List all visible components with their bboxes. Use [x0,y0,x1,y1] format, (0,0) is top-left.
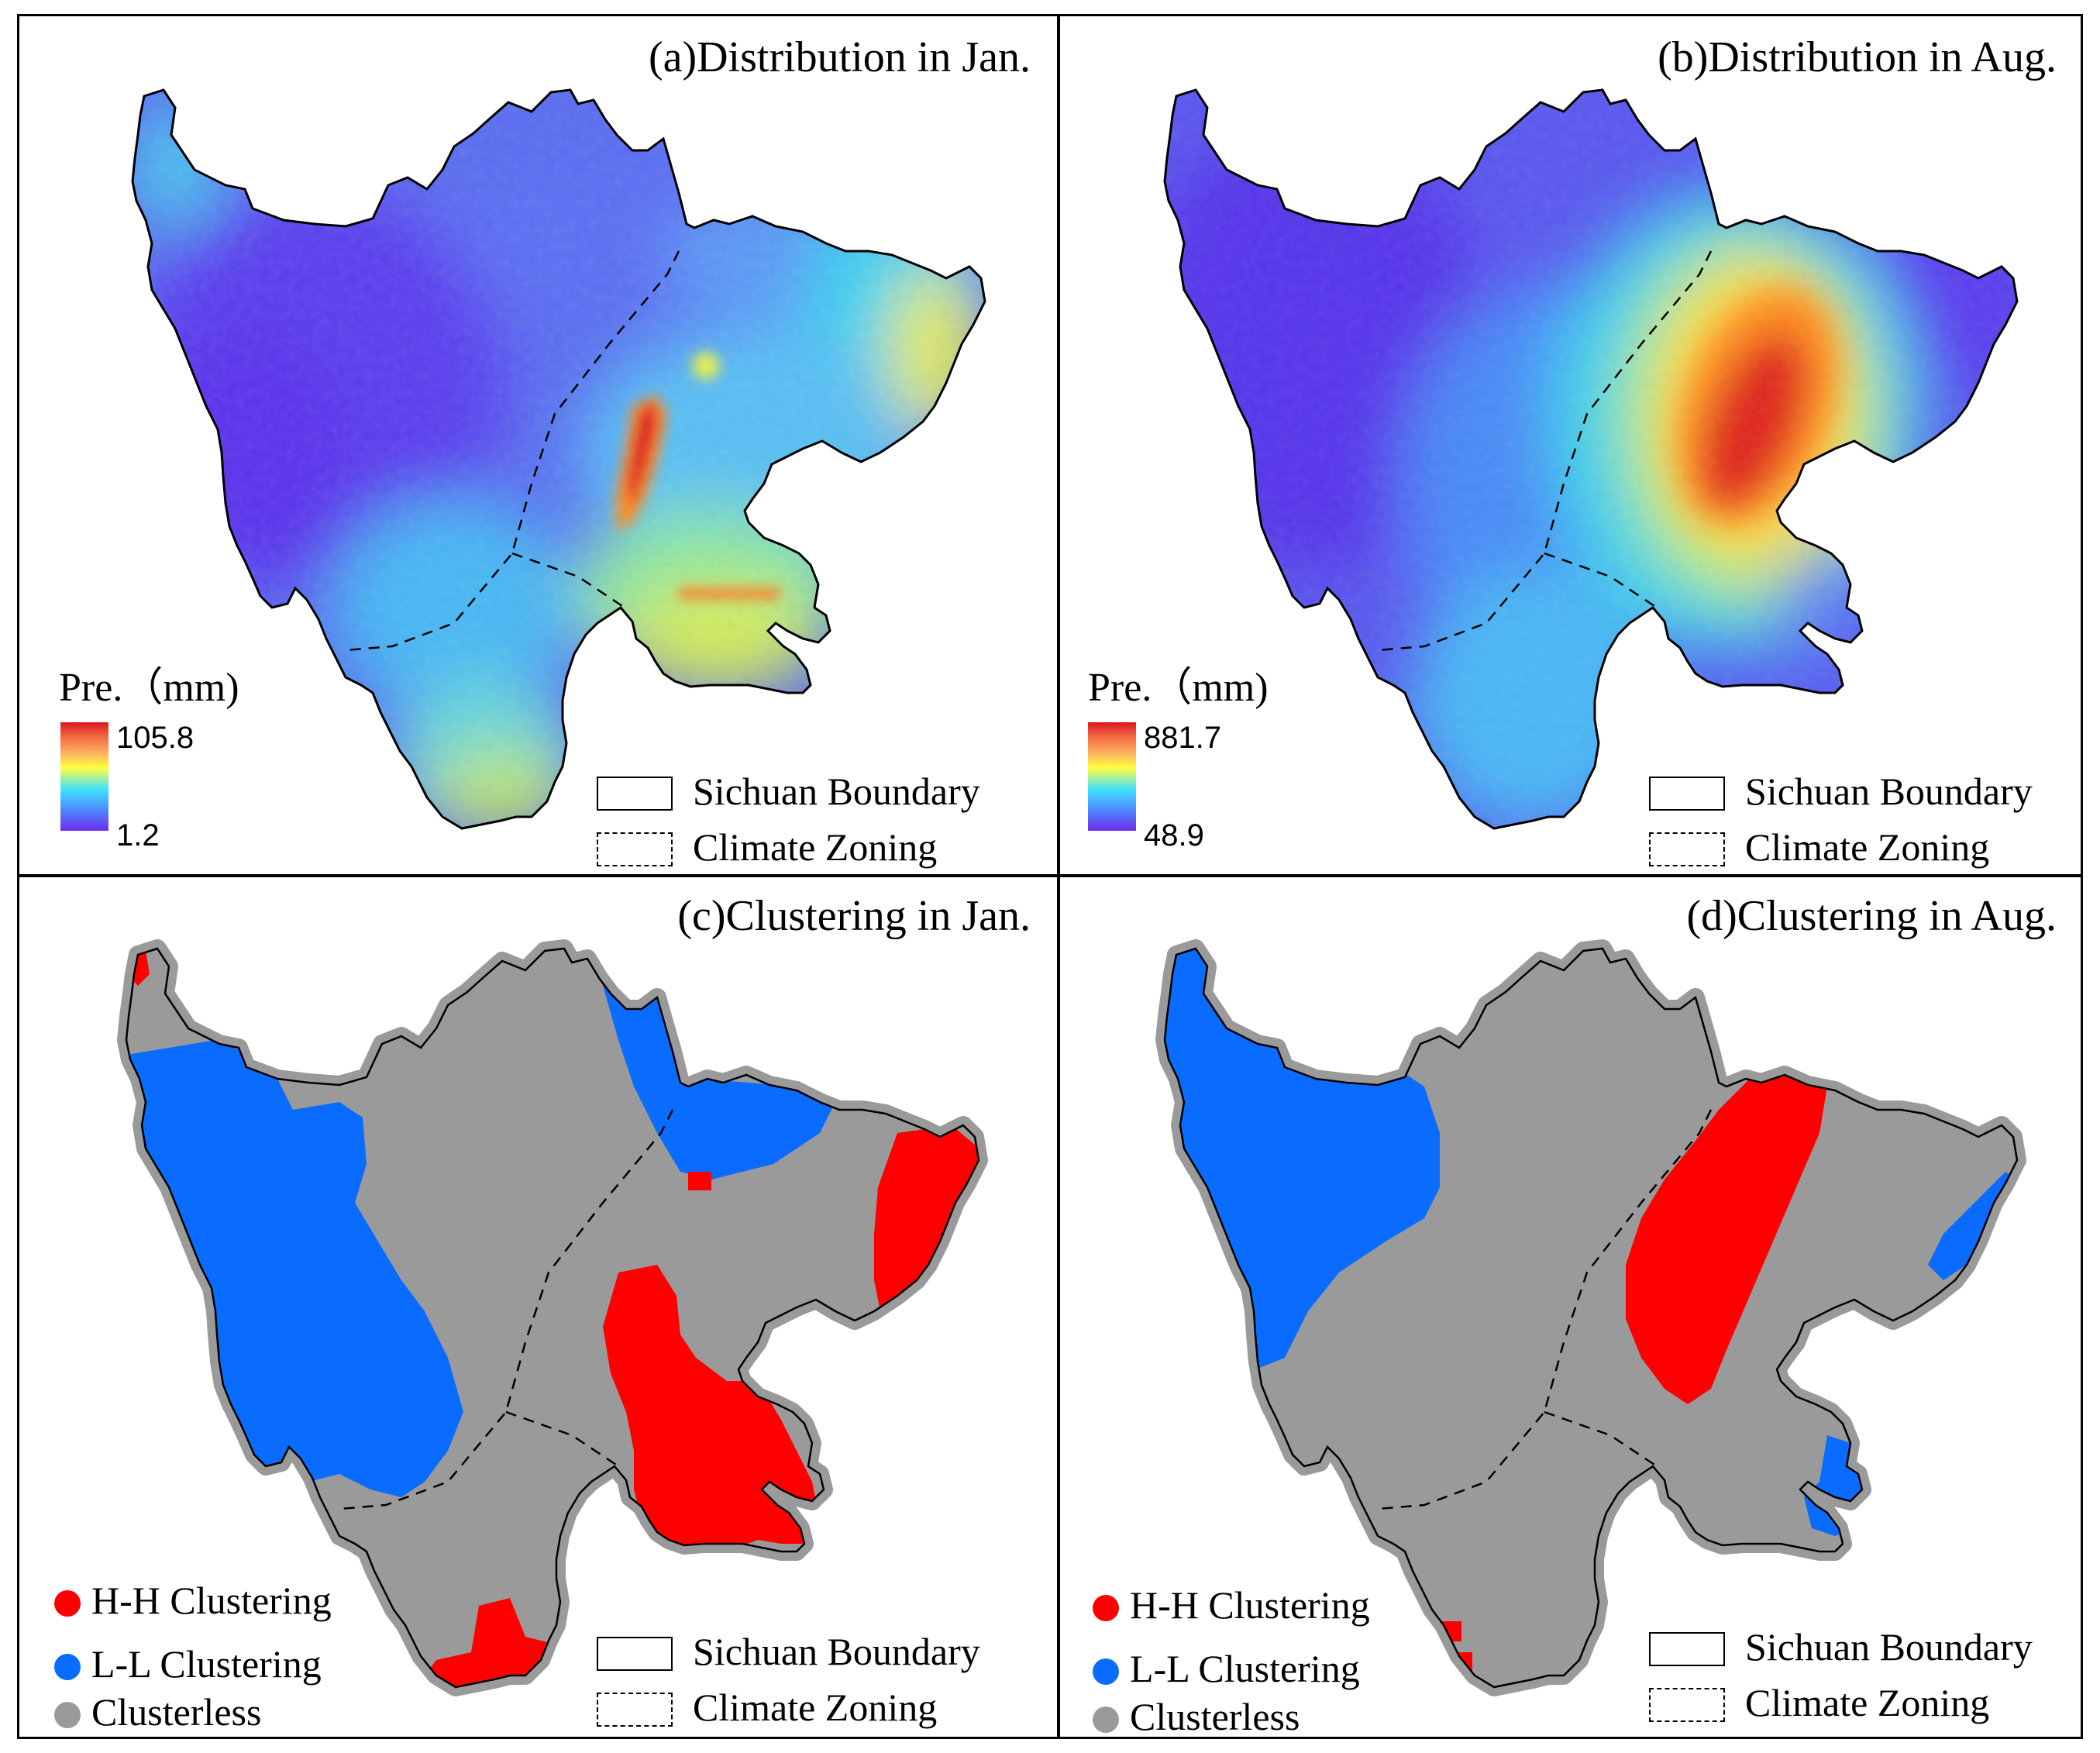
boundary-legend-symbol [1649,777,1725,811]
figure-frame: (a)Distribution in Jan. Pre.（mm) 105.8 1… [17,14,2083,1739]
panel-title: (a)Distribution in Jan. [648,33,1031,81]
boundary-legend-symbol [1649,1632,1725,1666]
panel-title: (b)Distribution in Aug. [1658,33,2057,81]
zoning-legend-label: Climate Zoning [1745,1681,1990,1724]
zoning-legend-symbol [597,832,673,866]
precip-map-jan [131,88,986,830]
panel-distribution-aug: (b)Distribution in Aug. Pre.（mm) 881.7 4… [1060,19,2083,874]
clusterless-legend-label: Clusterless [91,1690,262,1734]
colorbar-title: Pre.（mm) [1088,666,1269,710]
zoning-legend-label: Climate Zoning [1745,825,1990,869]
boundary-legend-label: Sichuan Boundary [693,1630,980,1673]
hh-legend-label: H-H Clustering [91,1579,332,1622]
colorbar-max: 881.7 [1144,721,1222,755]
boundary-legend-label: Sichuan Boundary [1745,770,2033,813]
precip-map-aug [1163,88,2019,830]
zoning-legend-label: Climate Zoning [693,825,938,869]
ll-cluster-north [603,963,835,1180]
hh-cluster-east [874,1125,979,1319]
zoning-legend-symbol [1649,832,1725,866]
hh-cluster-center [1626,1071,1827,1404]
ll-legend-dot [54,1654,81,1680]
zoning-legend-label: Climate Zoning [693,1686,938,1729]
cluster-map-jan [22,877,1057,1737]
panel-clustering-aug: (d)Clustering in Aug. H-H Clustering L-L… [1060,877,2083,1737]
colorbar-max: 105.8 [116,721,195,755]
ll-legend-dot [1093,1658,1119,1685]
precip-colorbar [60,722,108,831]
hh-legend-dot [54,1590,81,1617]
panel-title: (c)Clustering in Jan. [677,892,1031,940]
cluster-map-aug [1060,877,2083,1737]
boundary-legend-symbol [597,1637,673,1671]
ll-legend-label: L-L Clustering [91,1642,322,1686]
clusterless-legend-dot [54,1702,81,1728]
ll-legend-label: L-L Clustering [1130,1647,1360,1690]
zoning-legend-symbol [597,1693,673,1727]
precip-colorbar [1088,722,1136,831]
panel-title: (d)Clustering in Aug. [1686,892,2057,940]
colorbar-min: 1.2 [116,818,160,852]
boundary-legend-label: Sichuan Boundary [693,770,980,813]
panel-clustering-jan: (c)Clustering in Jan. H-H Clustering L-L… [22,877,1057,1737]
panel-divider-horizontal [19,874,2081,877]
colorbar-min: 48.9 [1144,818,1204,852]
boundary-legend-label: Sichuan Boundary [1745,1625,2033,1669]
hh-legend-dot [1093,1595,1119,1621]
clusterless-legend-label: Clusterless [1130,1695,1300,1737]
clusterless-legend-dot [1093,1707,1119,1733]
zoning-legend-symbol [1649,1688,1725,1722]
boundary-legend-symbol [597,777,673,811]
hh-legend-label: H-H Clustering [1130,1583,1370,1627]
panel-distribution-jan: (a)Distribution in Jan. Pre.（mm) 105.8 1… [22,19,1057,874]
colorbar-title: Pre.（mm) [59,666,239,710]
